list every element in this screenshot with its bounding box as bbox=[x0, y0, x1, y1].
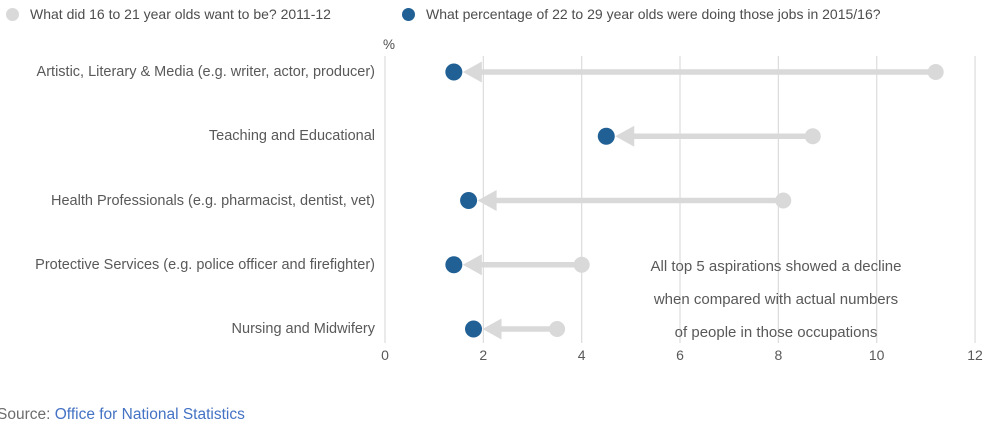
x-tick-label: 10 bbox=[868, 347, 885, 363]
legend-item-aspiration: What did 16 to 21 year olds want to be? … bbox=[6, 5, 331, 23]
arrowhead-icon bbox=[477, 190, 497, 211]
x-tick-label: 0 bbox=[381, 347, 389, 363]
aspiration-dot[interactable] bbox=[549, 321, 566, 337]
aspiration-dot[interactable] bbox=[804, 128, 821, 145]
actual-dot[interactable] bbox=[465, 320, 483, 338]
legend-item-actual: What percentage of 22 to 29 year olds we… bbox=[402, 5, 881, 23]
axis-unit-label: % bbox=[383, 37, 396, 52]
actual-dot[interactable] bbox=[445, 63, 463, 81]
category-label: Nursing and Midwifery bbox=[231, 321, 375, 337]
x-tick-label: 6 bbox=[676, 347, 684, 363]
category-label: Teaching and Educational bbox=[208, 128, 375, 145]
aspiration-dot[interactable] bbox=[927, 64, 944, 80]
legend-label-actual: What percentage of 22 to 29 year olds we… bbox=[426, 6, 881, 22]
legend-dot-gray-icon bbox=[6, 7, 19, 21]
source-link[interactable]: Office for National Statistics bbox=[54, 406, 245, 423]
x-tick-label: 12 bbox=[967, 347, 983, 363]
category-label: Protective Services (e.g. police officer… bbox=[35, 256, 375, 273]
legend-label-aspiration: What did 16 to 21 year olds want to be? … bbox=[30, 6, 331, 22]
actual-dot[interactable] bbox=[445, 256, 463, 274]
arrowhead-icon bbox=[462, 254, 482, 276]
actual-dot[interactable] bbox=[460, 192, 478, 209]
annotation-text: All top 5 aspirations showed a decline w… bbox=[650, 258, 902, 341]
x-tick-label: 2 bbox=[479, 347, 488, 363]
legend-dot-blue-icon bbox=[402, 7, 415, 21]
x-tick-label: 8 bbox=[774, 347, 783, 363]
aspiration-dot[interactable] bbox=[573, 256, 590, 273]
arrowhead-icon bbox=[482, 318, 502, 340]
x-tick-label: 4 bbox=[577, 347, 586, 363]
arrowhead-icon bbox=[462, 61, 482, 83]
category-label: Health Professionals (e.g. pharmacist, d… bbox=[51, 192, 375, 209]
actual-dot[interactable] bbox=[597, 127, 615, 145]
category-label: Artistic, Literary & Media (e.g. writer,… bbox=[36, 64, 375, 80]
source-prefix: Source: bbox=[0, 406, 55, 423]
aspiration-dot[interactable] bbox=[775, 192, 792, 209]
source-line: Source: Office for National Statistics bbox=[0, 406, 245, 424]
arrowhead-icon bbox=[615, 125, 635, 147]
